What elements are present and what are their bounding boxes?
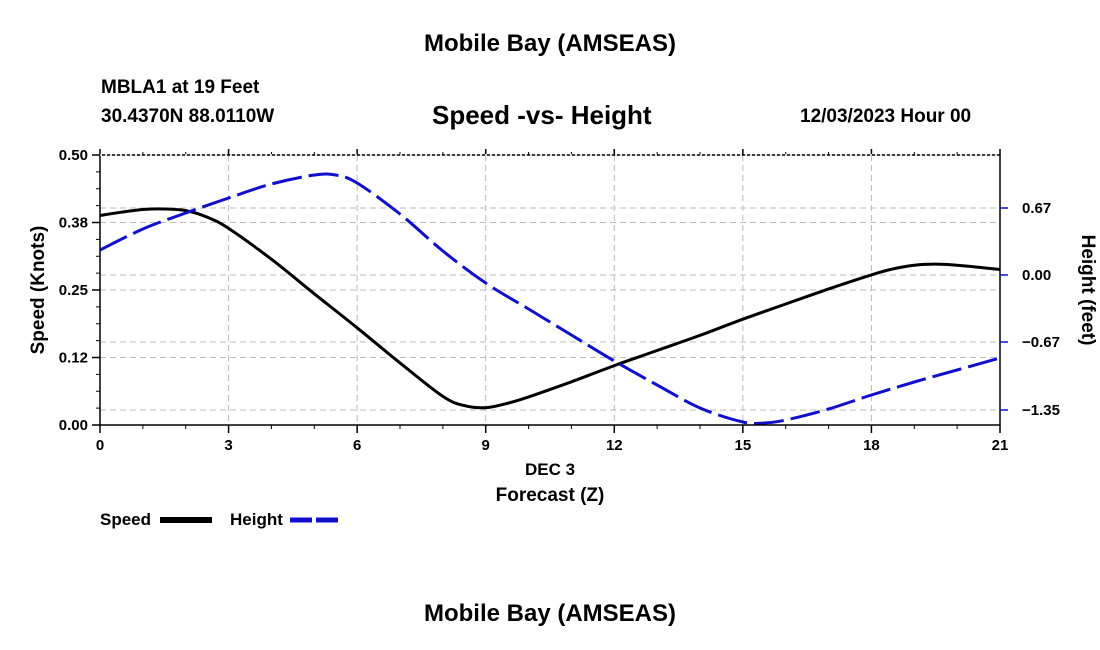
- y-tick-label: 0.12: [59, 350, 88, 367]
- x-tick-label: 9: [482, 437, 490, 454]
- axis-layer: 0 3 6 9 12 15 18 21 0.00 0.12 0.25 0.38 0.50 0.67 0.00…: [59, 147, 1060, 454]
- legend-speed-label: Speed: [100, 510, 151, 529]
- chart-subtitle: Speed -vs- Height: [432, 100, 652, 130]
- x-tick-label: 3: [224, 437, 232, 454]
- bottom-title: Mobile Bay (AMSEAS): [423, 600, 677, 627]
- station-label: MBLA1 at 19 Feet: [101, 77, 260, 98]
- x-tick-label: 21: [992, 437, 1009, 454]
- y2-tick-label: −0.67: [1022, 334, 1060, 351]
- forecast-datetime: 12/03/2023 Hour 00: [800, 106, 972, 127]
- x-tick-label: 0: [96, 437, 104, 454]
- x-tick-label: 6: [353, 437, 361, 454]
- y-tick-label: 0.38: [59, 215, 88, 232]
- y-axis-label: Speed (Knots): [28, 226, 49, 355]
- legend: Speed Height: [100, 510, 342, 529]
- series-layer: [99, 172, 1001, 426]
- main-title: Mobile Bay (AMSEAS): [423, 30, 677, 57]
- y2-axis-label: Height (feet): [1077, 235, 1098, 346]
- y-tick-label: 0.00: [59, 417, 88, 434]
- y2-tick-label: −1.35: [1022, 402, 1060, 419]
- y2-tick-label: 0.00: [1022, 267, 1051, 284]
- legend-height-label: Height: [230, 510, 283, 529]
- coordinates-label: 30.4370N 88.0110W: [101, 106, 275, 127]
- x-tick-label: 12: [606, 437, 623, 454]
- series-line-height: [99, 172, 1001, 426]
- grid-layer: [100, 155, 1000, 425]
- x-axis-label: Forecast (Z): [496, 485, 605, 506]
- x-axis-top-label: DEC 3: [525, 460, 575, 479]
- x-tick-label: 15: [735, 437, 752, 454]
- y2-tick-label: 0.67: [1022, 200, 1051, 217]
- y-tick-label: 0.50: [59, 147, 88, 164]
- y-tick-label: 0.25: [59, 282, 88, 299]
- x-tick-label: 18: [863, 437, 880, 454]
- series-line-speed: [99, 207, 1001, 410]
